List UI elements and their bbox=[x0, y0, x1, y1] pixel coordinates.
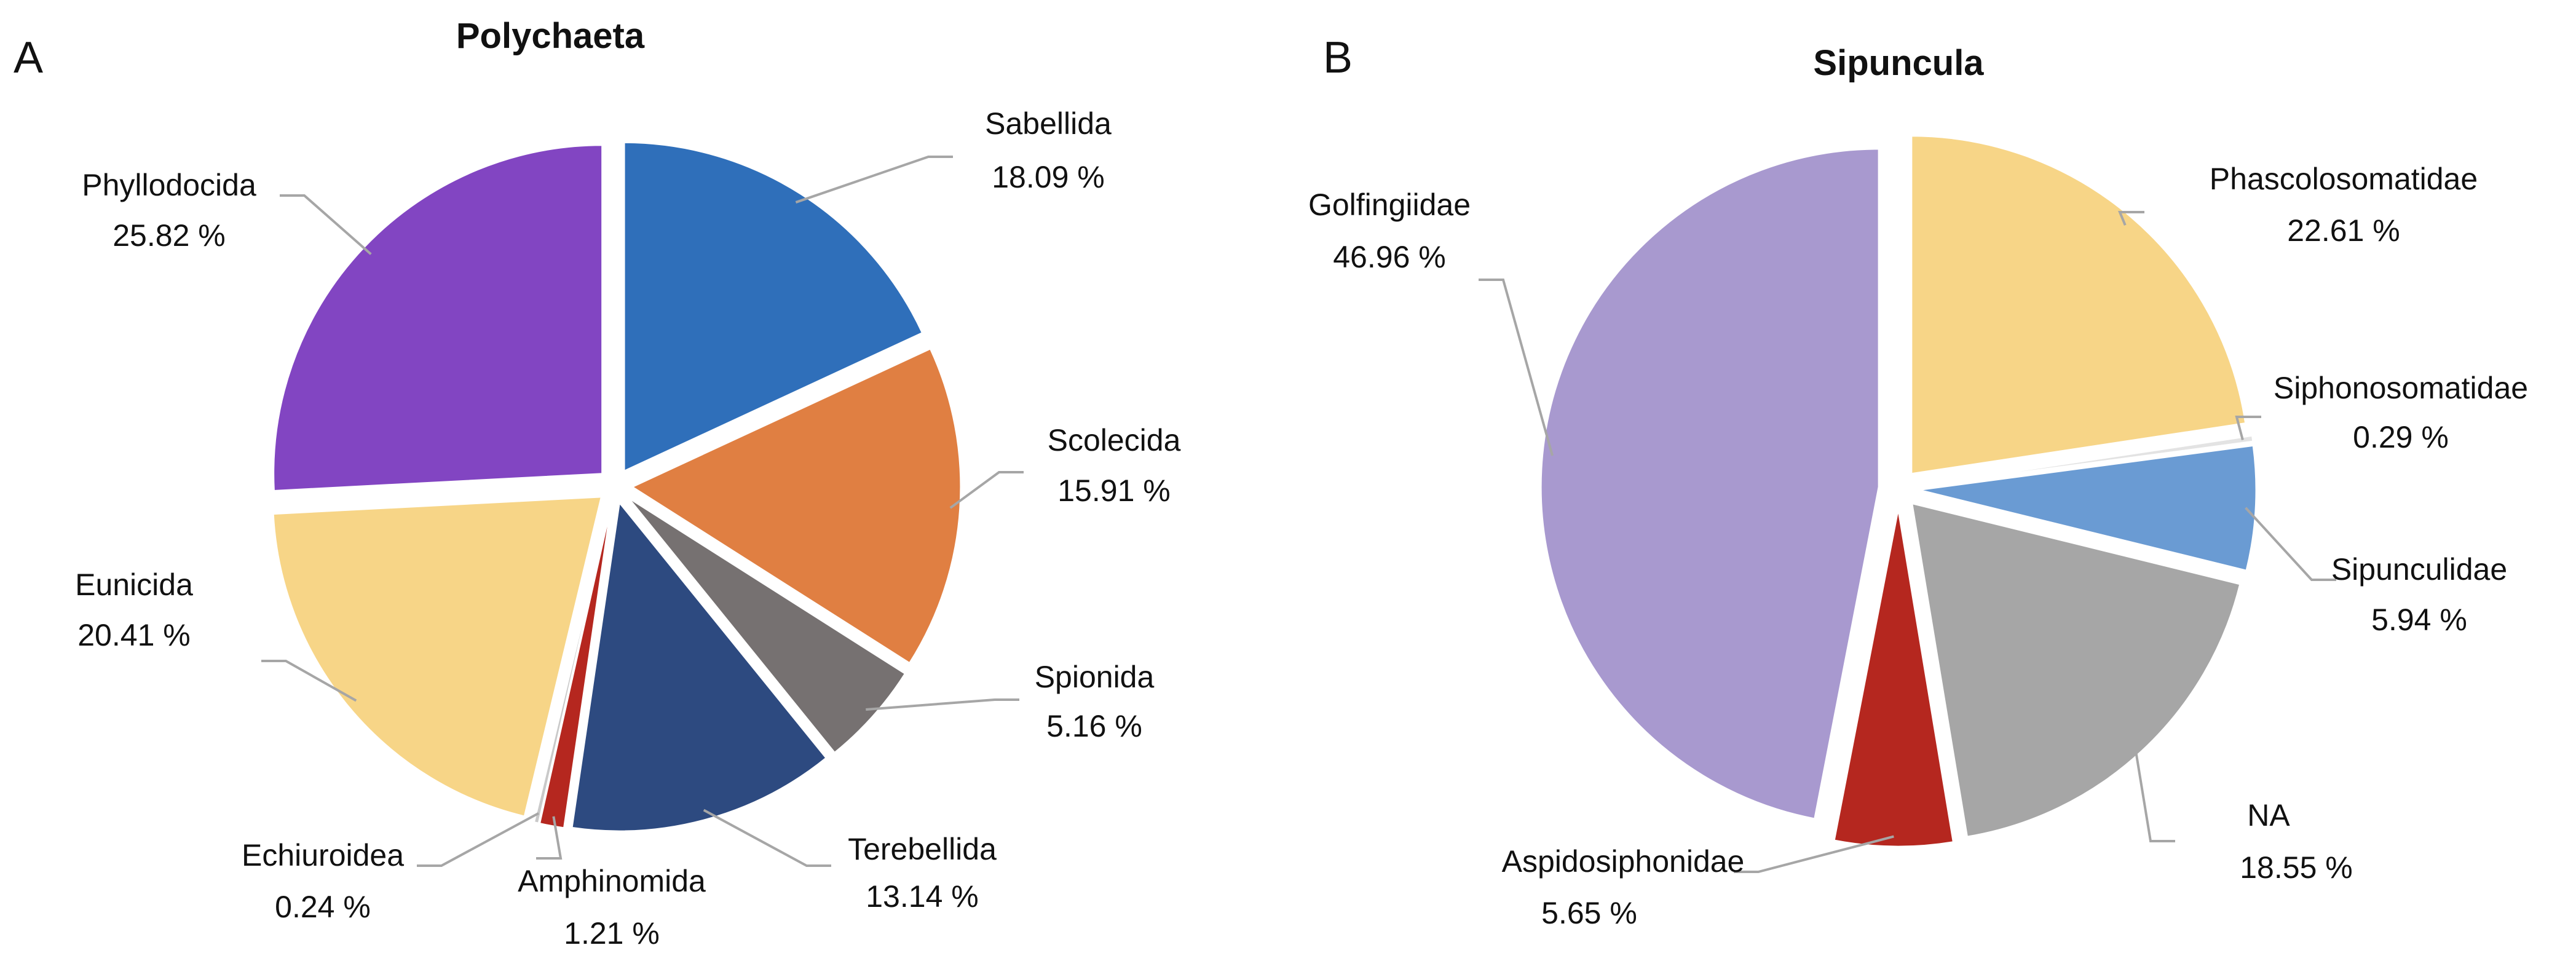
pie-slices bbox=[1539, 135, 2258, 848]
slice-percent: 25.82 % bbox=[113, 218, 225, 253]
slice-percent: 22.61 % bbox=[2287, 213, 2400, 248]
leader-line bbox=[1479, 279, 1554, 456]
slice-label: Phascolosomatidae bbox=[2210, 162, 2478, 196]
chart-title: Sipuncula bbox=[1813, 43, 1984, 83]
slice-percent: 0.24 % bbox=[275, 890, 371, 924]
leader-lines bbox=[1479, 211, 2336, 873]
slice-label: Terebellida bbox=[848, 832, 997, 866]
slice-percent: 46.96 % bbox=[1333, 240, 1445, 274]
slice-percent: 15.91 % bbox=[1057, 473, 1170, 508]
slice-percent: 18.09 % bbox=[992, 160, 1104, 194]
leader-line bbox=[949, 471, 1024, 509]
pie-slice-eunicida bbox=[272, 496, 603, 818]
pie-slice-phascolosomatidae bbox=[1910, 135, 2247, 475]
slice-percent: 1.21 % bbox=[564, 916, 660, 951]
pie-chart-polychaeta: A Polychaeta Sabellida 18.09 % Scolecida… bbox=[14, 16, 1181, 951]
slice-percent: 13.14 % bbox=[866, 879, 978, 914]
slice-percent: 5.65 % bbox=[1541, 896, 1637, 930]
slice-label: NA bbox=[2247, 798, 2290, 833]
pie-slice-terebellida bbox=[571, 500, 828, 833]
slice-label: Sipunculidae bbox=[2331, 552, 2507, 587]
leader-line bbox=[2133, 743, 2175, 842]
slice-label: Sabellida bbox=[985, 106, 1112, 141]
slice-label: Aspidosiphonidae bbox=[1502, 844, 1745, 879]
slice-label: Spionida bbox=[1035, 660, 1155, 694]
pie-slice-spionida bbox=[626, 496, 907, 754]
slice-label: Scolecida bbox=[1048, 423, 1181, 457]
slice-percent: 20.41 % bbox=[77, 618, 190, 652]
pie-slice-aspidosiphonidae bbox=[1833, 508, 1955, 848]
slice-label: Siphonosomatidae bbox=[2274, 371, 2528, 405]
pie-chart-sipuncula: B Sipuncula Phascolosomatidae 22.61 % Si… bbox=[1308, 33, 2528, 930]
leader-line bbox=[417, 812, 539, 867]
leader-line bbox=[1734, 835, 1894, 873]
slice-label: Echiuroidea bbox=[242, 838, 404, 872]
slice-label: Eunicida bbox=[75, 568, 193, 602]
pie-slice-phyllodocida bbox=[272, 144, 604, 492]
pie-slice-echiuroidea bbox=[532, 502, 612, 825]
panel-letter: A bbox=[14, 33, 43, 82]
slice-labels: Phascolosomatidae 22.61 % Siphonosomatid… bbox=[1308, 162, 2528, 930]
pie-slices bbox=[272, 141, 962, 833]
slice-percent: 5.94 % bbox=[2371, 603, 2467, 637]
slice-labels: Sabellida 18.09 % Scolecida 15.91 % Spio… bbox=[75, 106, 1180, 951]
pie-slice-sipunculidae bbox=[1918, 444, 2258, 572]
slice-percent: 18.55 % bbox=[2240, 850, 2352, 885]
slice-label: Phyllodocida bbox=[82, 168, 256, 202]
slice-percent: 5.16 % bbox=[1046, 709, 1142, 743]
leader-line bbox=[2235, 416, 2261, 441]
leader-line bbox=[866, 698, 1019, 711]
pie-slice-sabellida bbox=[623, 141, 924, 473]
chart-title: Polychaeta bbox=[456, 16, 645, 56]
slice-label: Amphinomida bbox=[518, 864, 706, 898]
leader-lines bbox=[261, 156, 1024, 867]
leader-line bbox=[280, 194, 372, 255]
leader-line bbox=[536, 816, 563, 860]
leader-line bbox=[795, 156, 953, 204]
pie-slice-golfingiidae bbox=[1539, 148, 1880, 820]
pie-slice-siphonosomatidae bbox=[1918, 434, 2254, 487]
pie-slice-scolecida bbox=[630, 347, 962, 665]
pie-slice-na bbox=[1910, 502, 2242, 838]
leader-line bbox=[2245, 507, 2336, 581]
leader-line bbox=[261, 660, 357, 702]
leader-line bbox=[703, 809, 831, 867]
slice-label: Golfingiidae bbox=[1308, 188, 1471, 222]
panel-letter: B bbox=[1323, 33, 1353, 82]
slice-percent: 0.29 % bbox=[2353, 420, 2449, 454]
leader-line bbox=[2118, 211, 2144, 226]
